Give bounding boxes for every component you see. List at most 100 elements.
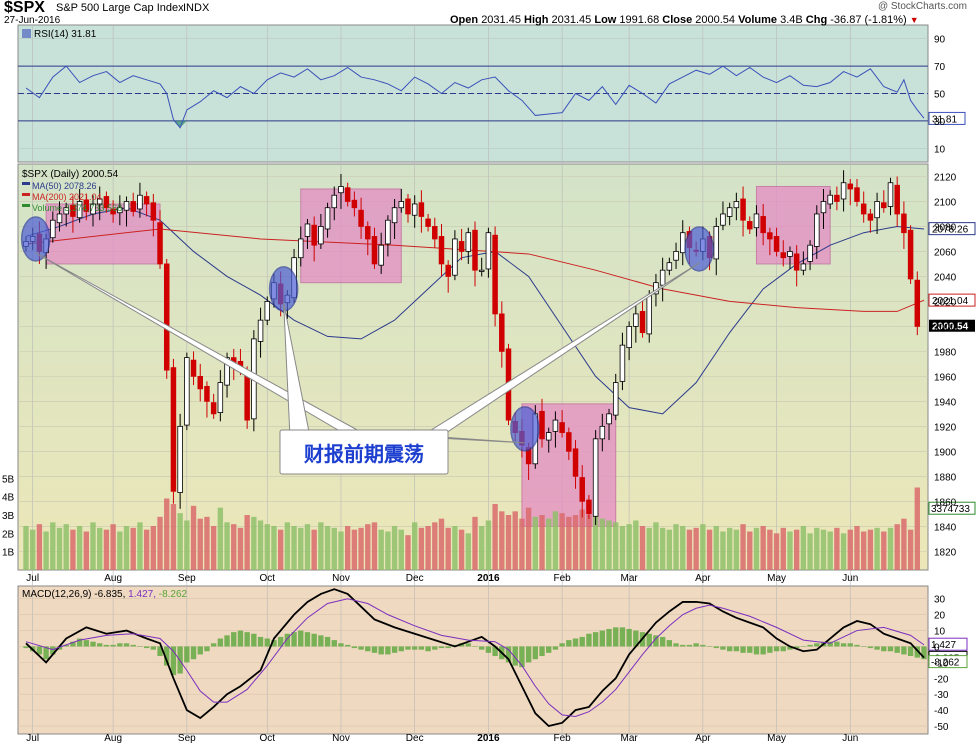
volume-bar [43,531,49,570]
macd-histogram-bar [398,646,404,652]
ohlc-readout: Open 2031.45 High 2031.45 Low 1991.68 Cl… [450,14,919,26]
volume-bar [720,531,726,570]
macd-histogram-bar [338,643,344,647]
symbol-title: $SPX [4,0,45,16]
volume-bar [820,529,827,570]
volume-bar [619,526,626,570]
macd-histogram-bar [619,627,626,647]
volume-bar [753,527,760,570]
macd-histogram-bar [318,635,324,647]
macd-histogram-bar [137,646,143,647]
candle-body [177,425,183,493]
volume-bar [579,509,585,570]
volume-bar [479,526,485,570]
candle-body [130,201,136,212]
volume-bar [23,526,29,570]
volume-bar [780,527,786,570]
volume-bar [673,524,679,570]
price-tick-label: 2060 [934,247,957,258]
volume-bar [713,526,719,570]
volume-bar [324,526,331,570]
price-tick-label: 2040 [934,272,957,283]
volume-bar [767,529,773,570]
volume-bar [123,526,130,570]
volume-bar [331,527,337,570]
volume-bar [559,513,565,570]
series-legend: MA(50) 2078.26 [32,181,97,191]
volume-bar [894,524,900,570]
volume-tick-label: 2B [2,529,15,540]
volume-bar [36,524,43,570]
volume-value: 3.4B [780,14,803,26]
volume-bar [626,524,632,570]
macd-histogram-bar [117,643,123,647]
x-tick-label: Dec [406,573,424,584]
close-value-tag [929,319,975,332]
macd-histogram-bar [432,646,438,650]
candle-body [619,344,626,382]
macd-histogram-bar [532,646,538,660]
macd-histogram-bar [861,646,867,647]
candle-body [96,198,103,205]
macd-histogram-bar [56,646,63,650]
volume-bar [592,513,599,570]
candle-body [901,213,907,234]
x-tick-label: Oct [259,573,275,584]
macd-histogram-bar [814,643,820,647]
macd-histogram-bar [874,646,880,650]
candle-body [854,187,860,202]
volume-bar [291,526,297,570]
pink-highlight-box [521,403,617,527]
candle-body [733,201,740,209]
macd-histogram-bar [807,644,813,647]
volume-bar [143,529,150,570]
volume-bar [881,531,887,570]
high-label: High [524,14,549,26]
candle-body [371,236,378,265]
macd-histogram-bar [659,636,666,647]
volume-bar [277,529,284,570]
macd-histogram-bar [465,643,471,647]
volume-bar [646,527,652,570]
macd-histogram-bar [412,646,418,650]
candle-body [117,207,123,214]
candle-body [827,194,833,205]
series-legend: MA(200) 2021.04 [32,192,102,202]
macd-histogram-bar [740,646,746,653]
candle-body [566,432,572,452]
volume-bar [432,522,438,570]
candle-body [70,204,76,217]
volume-bar [398,529,404,570]
macd-histogram-bar [210,643,217,647]
macd-histogram-bar [264,638,270,647]
volume-bar [726,527,733,570]
candle-body [452,238,458,276]
chart-date: 27-Jun-2016 [4,15,61,26]
candle-body [204,385,210,402]
x-tick-label: 2016 [477,733,500,744]
price-tick-label: 2080 [934,222,957,233]
price-legend: $SPX (Daily) 2000.54 [22,169,119,180]
macd-histogram-bar [847,643,853,647]
candle-body [324,207,331,230]
macd-tick-label: -10 [934,658,949,669]
volume-bar [599,518,606,570]
candle-body [83,199,90,212]
volume-bar [365,524,371,570]
macd-histogram-bar [277,636,284,647]
signal-line [25,598,925,718]
volume-bar [606,520,612,570]
high-value: 2031.45 [551,14,592,26]
candle-body [847,183,854,190]
candle-body [485,232,492,270]
price-tick-label: 1820 [934,547,957,558]
volume-bar [639,526,646,570]
candle-body [143,196,150,205]
volume-bar [773,533,780,570]
price-tick-label: 1980 [934,347,957,358]
x-tick-label: Mar [621,733,639,744]
macd-histogram-bar [83,640,89,647]
macd-histogram-bar [90,641,96,647]
candle-body [405,198,411,215]
